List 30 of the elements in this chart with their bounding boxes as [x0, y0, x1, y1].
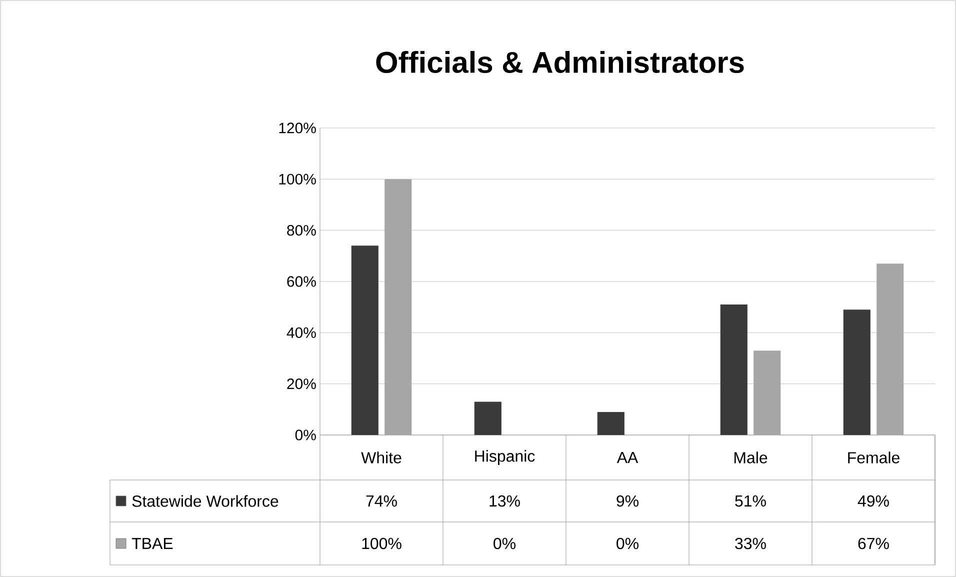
- y-tick-label: 20%: [287, 378, 316, 390]
- y-tick-label: 120%: [279, 122, 316, 134]
- bar: [351, 246, 378, 435]
- x-tick-label: Male: [734, 452, 768, 464]
- data-label: 13%: [490, 495, 520, 507]
- y-tick-label: 0%: [295, 430, 316, 440]
- legend-label: Statewide Workforce: [132, 495, 278, 507]
- data-label: 74%: [366, 495, 397, 507]
- data-label: 33%: [735, 538, 766, 550]
- y-tick-label: 80%: [287, 225, 316, 236]
- data-label: 0%: [494, 538, 516, 550]
- y-tick-label: 100%: [279, 174, 316, 184]
- data-label: 0%: [616, 538, 638, 550]
- x-tick-label: AA: [616, 452, 638, 463]
- y-tick-label: 40%: [286, 327, 316, 338]
- data-label: 51%: [735, 495, 766, 507]
- x-tick-label: White: [361, 452, 402, 464]
- data-label: 67%: [858, 538, 889, 550]
- y-tick-label: 60%: [287, 276, 316, 287]
- data-label: 100%: [362, 538, 402, 550]
- x-tick-label: Hispanic: [475, 450, 535, 465]
- data-label: 49%: [858, 495, 889, 507]
- bar: [720, 304, 748, 435]
- x-tick-label: Female: [848, 452, 900, 464]
- legend-label: TBAE: [132, 538, 173, 549]
- data-label: 9%: [616, 495, 638, 507]
- bar: [597, 412, 624, 435]
- bar: [474, 402, 502, 435]
- chart-title: Officials & Administrators: [376, 50, 744, 74]
- bar: [843, 310, 870, 435]
